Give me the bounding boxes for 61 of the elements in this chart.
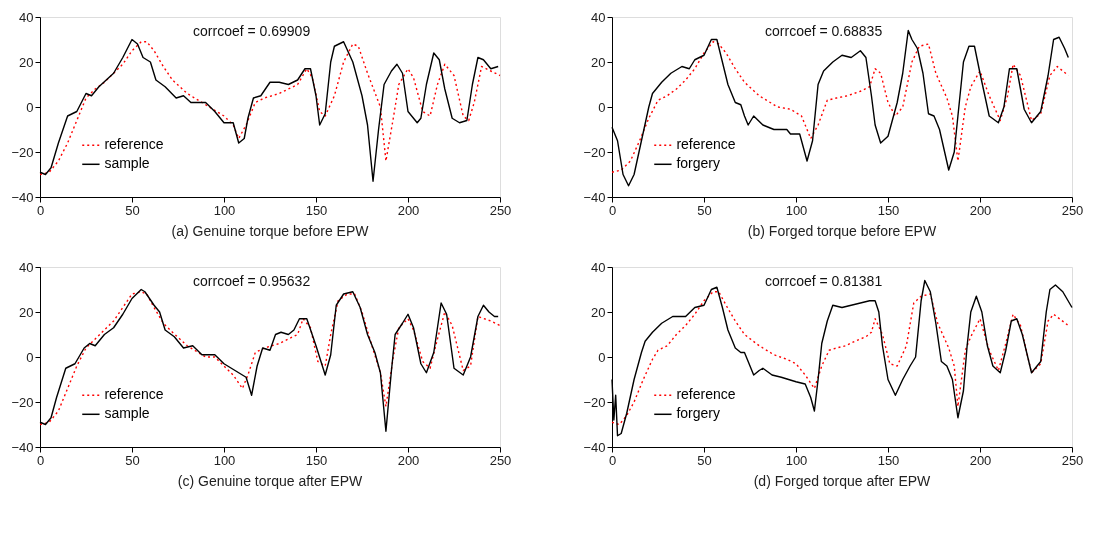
x-tick-label: 250 — [1061, 452, 1084, 468]
y-tick-label: 0 — [26, 349, 34, 365]
annotation: corrcoef = 0.68835 — [765, 23, 883, 39]
legend-label: sample — [104, 155, 150, 172]
x-tick-label: 100 — [213, 202, 236, 218]
x-tick-label: 0 — [608, 452, 617, 468]
x-tick-label: 100 — [785, 452, 808, 468]
text: (b) Forged torque before EPW — [747, 223, 937, 239]
x-tick-label: 150 — [305, 452, 328, 468]
y-tick-label: −40 — [583, 439, 606, 455]
legend-label: reference — [104, 136, 164, 153]
legend-label: reference — [676, 386, 736, 403]
x-tick-label: 0 — [36, 452, 45, 468]
x-tick-label: 250 — [489, 202, 512, 218]
y-tick-label: −20 — [11, 394, 34, 410]
y-tick-label: −40 — [11, 439, 34, 455]
x-tick-label: 50 — [697, 202, 712, 218]
x-tick-label: 250 — [1061, 202, 1084, 218]
y-tick-label: −40 — [583, 189, 606, 205]
legend-label: forgery — [676, 405, 720, 422]
line-series — [611, 291, 1070, 426]
y-tick-label: 20 — [591, 304, 606, 320]
x-tick-label: 0 — [608, 202, 617, 218]
x-tick-label: 150 — [877, 202, 900, 218]
text: (d) Forged torque after EPW — [753, 473, 932, 489]
y-tick-label: −20 — [11, 144, 34, 160]
y-tick-label: 20 — [591, 54, 606, 70]
y-tick-label: 20 — [19, 304, 34, 320]
x-tick-label: 200 — [969, 202, 992, 218]
x-tick-label: 50 — [125, 452, 140, 468]
x-tick-label: 100 — [213, 452, 236, 468]
annotation: corrcoef = 0.81381 — [765, 273, 883, 289]
x-tick-label: 100 — [785, 202, 808, 218]
annotation: corrcoef = 0.95632 — [193, 273, 311, 289]
y-tick-label: 40 — [19, 259, 34, 275]
legend-label: forgery — [676, 155, 720, 172]
text: (a) Genuine torque before EPW — [171, 223, 370, 239]
x-tick-label: 200 — [397, 202, 420, 218]
y-tick-label: 40 — [591, 9, 606, 25]
x-tick-label: 250 — [489, 452, 512, 468]
text: (c) Genuine torque after EPW — [177, 473, 363, 489]
y-tick-label: 0 — [598, 349, 606, 365]
y-tick-label: −20 — [583, 394, 606, 410]
x-tick-label: 200 — [969, 452, 992, 468]
y-tick-label: 0 — [598, 99, 606, 115]
x-tick-label: 200 — [397, 452, 420, 468]
y-tick-label: 40 — [19, 9, 34, 25]
x-tick-label: 0 — [36, 202, 45, 218]
y-tick-label: 0 — [26, 99, 34, 115]
x-tick-label: 150 — [877, 452, 900, 468]
legend-label: reference — [104, 386, 164, 403]
x-tick-label: 150 — [305, 202, 328, 218]
x-tick-label: 50 — [125, 202, 140, 218]
y-tick-label: −40 — [11, 189, 34, 205]
legend-label: reference — [676, 136, 736, 153]
legend-label: sample — [104, 405, 150, 422]
y-tick-label: 20 — [19, 54, 34, 70]
annotation: corrcoef = 0.69909 — [193, 23, 311, 39]
y-tick-label: 40 — [591, 259, 606, 275]
y-tick-label: −20 — [583, 144, 606, 160]
x-tick-label: 50 — [697, 452, 712, 468]
